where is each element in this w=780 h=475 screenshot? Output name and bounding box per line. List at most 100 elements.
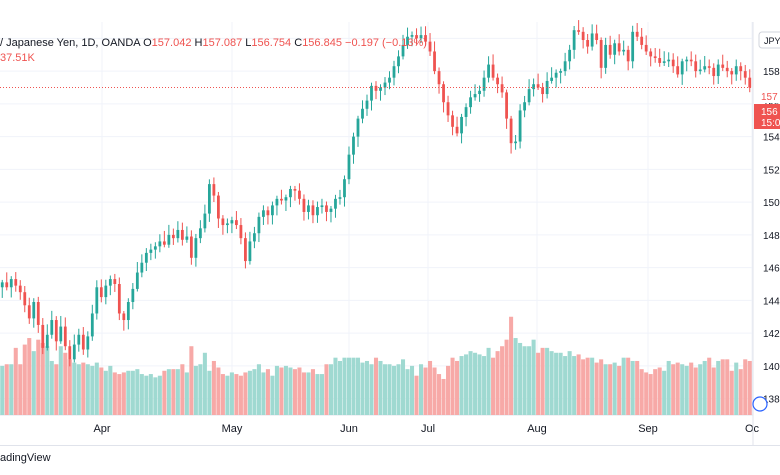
candle-body (532, 84, 536, 90)
candle-body (23, 292, 27, 306)
volume-bar (473, 352, 478, 415)
candle-body (739, 66, 743, 72)
volume-bar (419, 364, 424, 415)
volume-bar (576, 354, 581, 415)
candle-body (95, 287, 99, 314)
volume-bar (725, 359, 730, 415)
volume-bar (545, 347, 550, 415)
volume-bar (423, 367, 428, 415)
y-tick-label: 150 (763, 198, 780, 209)
candle-body (653, 56, 657, 59)
y-tick-label: 140 (763, 362, 780, 373)
volume-bar (67, 359, 72, 415)
candle-body (406, 36, 409, 45)
legend-high-label: H (194, 37, 203, 49)
volume-bar (72, 362, 77, 415)
candle-body (658, 58, 662, 63)
volume-bar (90, 365, 95, 415)
candle-body (307, 205, 310, 212)
volume-bar (247, 370, 252, 415)
legend-open-label: O (143, 37, 152, 49)
x-tick-label: Sep (638, 423, 658, 435)
currency-button[interactable] (758, 31, 780, 49)
volume-bar (274, 365, 279, 415)
volume-bar (747, 360, 752, 415)
volume-bar (428, 360, 433, 415)
candle-body (482, 77, 486, 91)
candle-body (18, 285, 22, 293)
currency-label[interactable]: JPY (764, 36, 780, 46)
volume-bar (536, 352, 541, 415)
legend-symbol[interactable]: / Japanese Yen, 1D, OANDA (0, 37, 141, 49)
candle-body (90, 313, 94, 337)
candle-body (244, 238, 247, 262)
candle-body (680, 61, 684, 75)
candle-body (212, 184, 216, 196)
volume-bar (738, 369, 743, 415)
candle-body (514, 141, 517, 144)
price-tag-countdown-bg (754, 117, 780, 129)
volume-bar (495, 351, 500, 415)
candle-body (730, 71, 734, 75)
candle-body (185, 236, 189, 240)
volume-bar (45, 346, 50, 415)
candle-body (698, 69, 702, 72)
candle-body (644, 44, 648, 52)
volume-bar (455, 360, 460, 415)
candle-body (554, 72, 558, 78)
volume-bar (171, 369, 176, 415)
candle-body (577, 30, 581, 32)
volume-bar (315, 374, 320, 415)
volume-bar (36, 339, 41, 415)
legend-low-label: L (245, 37, 252, 49)
candle-body (676, 66, 680, 75)
volume-bar (648, 374, 653, 415)
volume-bar (630, 360, 635, 415)
volume-bar (522, 346, 527, 415)
x-tick-label: Oc (745, 423, 760, 435)
volume-bar (698, 364, 703, 415)
candle-body (581, 31, 585, 41)
x-tick-label: May (222, 423, 243, 435)
candle-body (478, 90, 481, 95)
candle-body (122, 313, 126, 321)
candle-body (293, 189, 297, 191)
volume-bar (112, 372, 117, 415)
y-tick-label: 142 (763, 329, 780, 340)
candle-body (392, 66, 396, 78)
candle-body (541, 87, 545, 95)
candle-body (113, 279, 117, 284)
candle-body (608, 44, 612, 55)
candle-body (379, 87, 382, 91)
candle-body (500, 84, 504, 93)
volume-bar (76, 364, 81, 415)
volume-bar (193, 365, 198, 415)
volume-bar (373, 357, 379, 415)
volume-bar (405, 369, 410, 415)
volume-bar (653, 369, 658, 415)
volume-bar (18, 364, 23, 415)
candle-body (694, 61, 698, 72)
volume-bar (135, 369, 140, 415)
volume-bar (743, 359, 748, 415)
volume-bar (446, 365, 451, 415)
brand-text[interactable]: adingView (0, 452, 51, 464)
volume-bar (216, 367, 221, 415)
candle-body (388, 77, 391, 83)
volume-bar (666, 360, 671, 415)
candle-body (590, 33, 594, 47)
clock-icon[interactable] (752, 396, 768, 412)
volume-bar (491, 357, 496, 415)
candle-body (473, 94, 477, 98)
volume-bar (702, 360, 707, 415)
candle-body (253, 233, 256, 242)
legend-close-label: C (294, 37, 303, 49)
volume-bar (432, 367, 437, 415)
candle-body (298, 190, 301, 199)
price-tag-last: 156 (761, 107, 778, 118)
volume-bar (581, 359, 586, 415)
volume-bar (49, 360, 54, 415)
volume-bar (198, 364, 203, 415)
